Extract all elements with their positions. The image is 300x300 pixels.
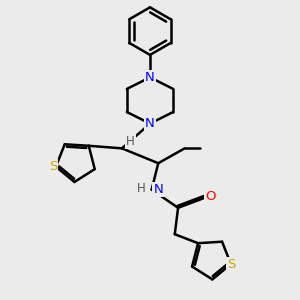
Text: N: N: [145, 117, 155, 130]
Text: N: N: [153, 183, 163, 196]
Text: O: O: [205, 190, 216, 203]
Text: H: H: [126, 135, 135, 148]
Text: H: H: [137, 182, 146, 196]
Text: S: S: [49, 160, 57, 173]
Text: N: N: [145, 71, 155, 84]
Text: S: S: [227, 258, 235, 271]
